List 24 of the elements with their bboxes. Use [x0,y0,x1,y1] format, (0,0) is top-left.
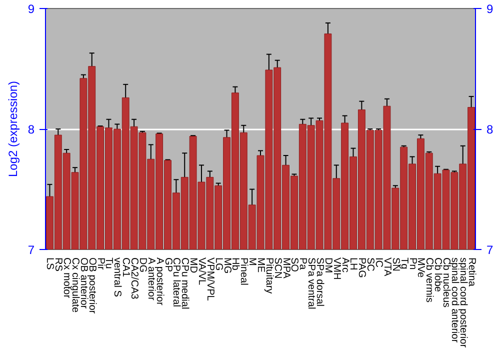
x-tick-label: RS [52,258,64,272]
x-tick-label: LS [44,258,56,270]
x-tick-label: CA2/CA3 [128,258,140,300]
x-tick-label: SC [364,258,376,272]
y2-tick-label: 8 [486,122,494,136]
x-tick-label: Pituitary [263,258,274,294]
y2-tick-label: 9 [486,2,494,16]
y-tick-label: 7 [28,243,35,257]
x-tick-label: ventral S [112,258,123,298]
y-axis-title: Log2 (expression) [6,80,20,178]
x-tick-label: MD [188,258,199,274]
y2-tick-label: 7 [486,243,494,257]
x-tick-label: CA1 [120,258,132,278]
x-tick-label: Tg [398,258,410,270]
x-tick-label: SPa ventral [306,258,317,310]
x-tick-label: Cb vermis [424,258,435,303]
x-tick-label: PAG [356,258,368,278]
x-tick-label: Pa [297,258,308,270]
x-tick-label: SPa dorsal [314,258,326,306]
x-tick-label: ME [255,258,266,273]
x-tick-label: Cx cingulate [70,258,81,313]
x-tick-label: IC [373,258,384,268]
y-tick-label: 8 [28,122,35,136]
y-tick-label: 9 [28,2,35,16]
